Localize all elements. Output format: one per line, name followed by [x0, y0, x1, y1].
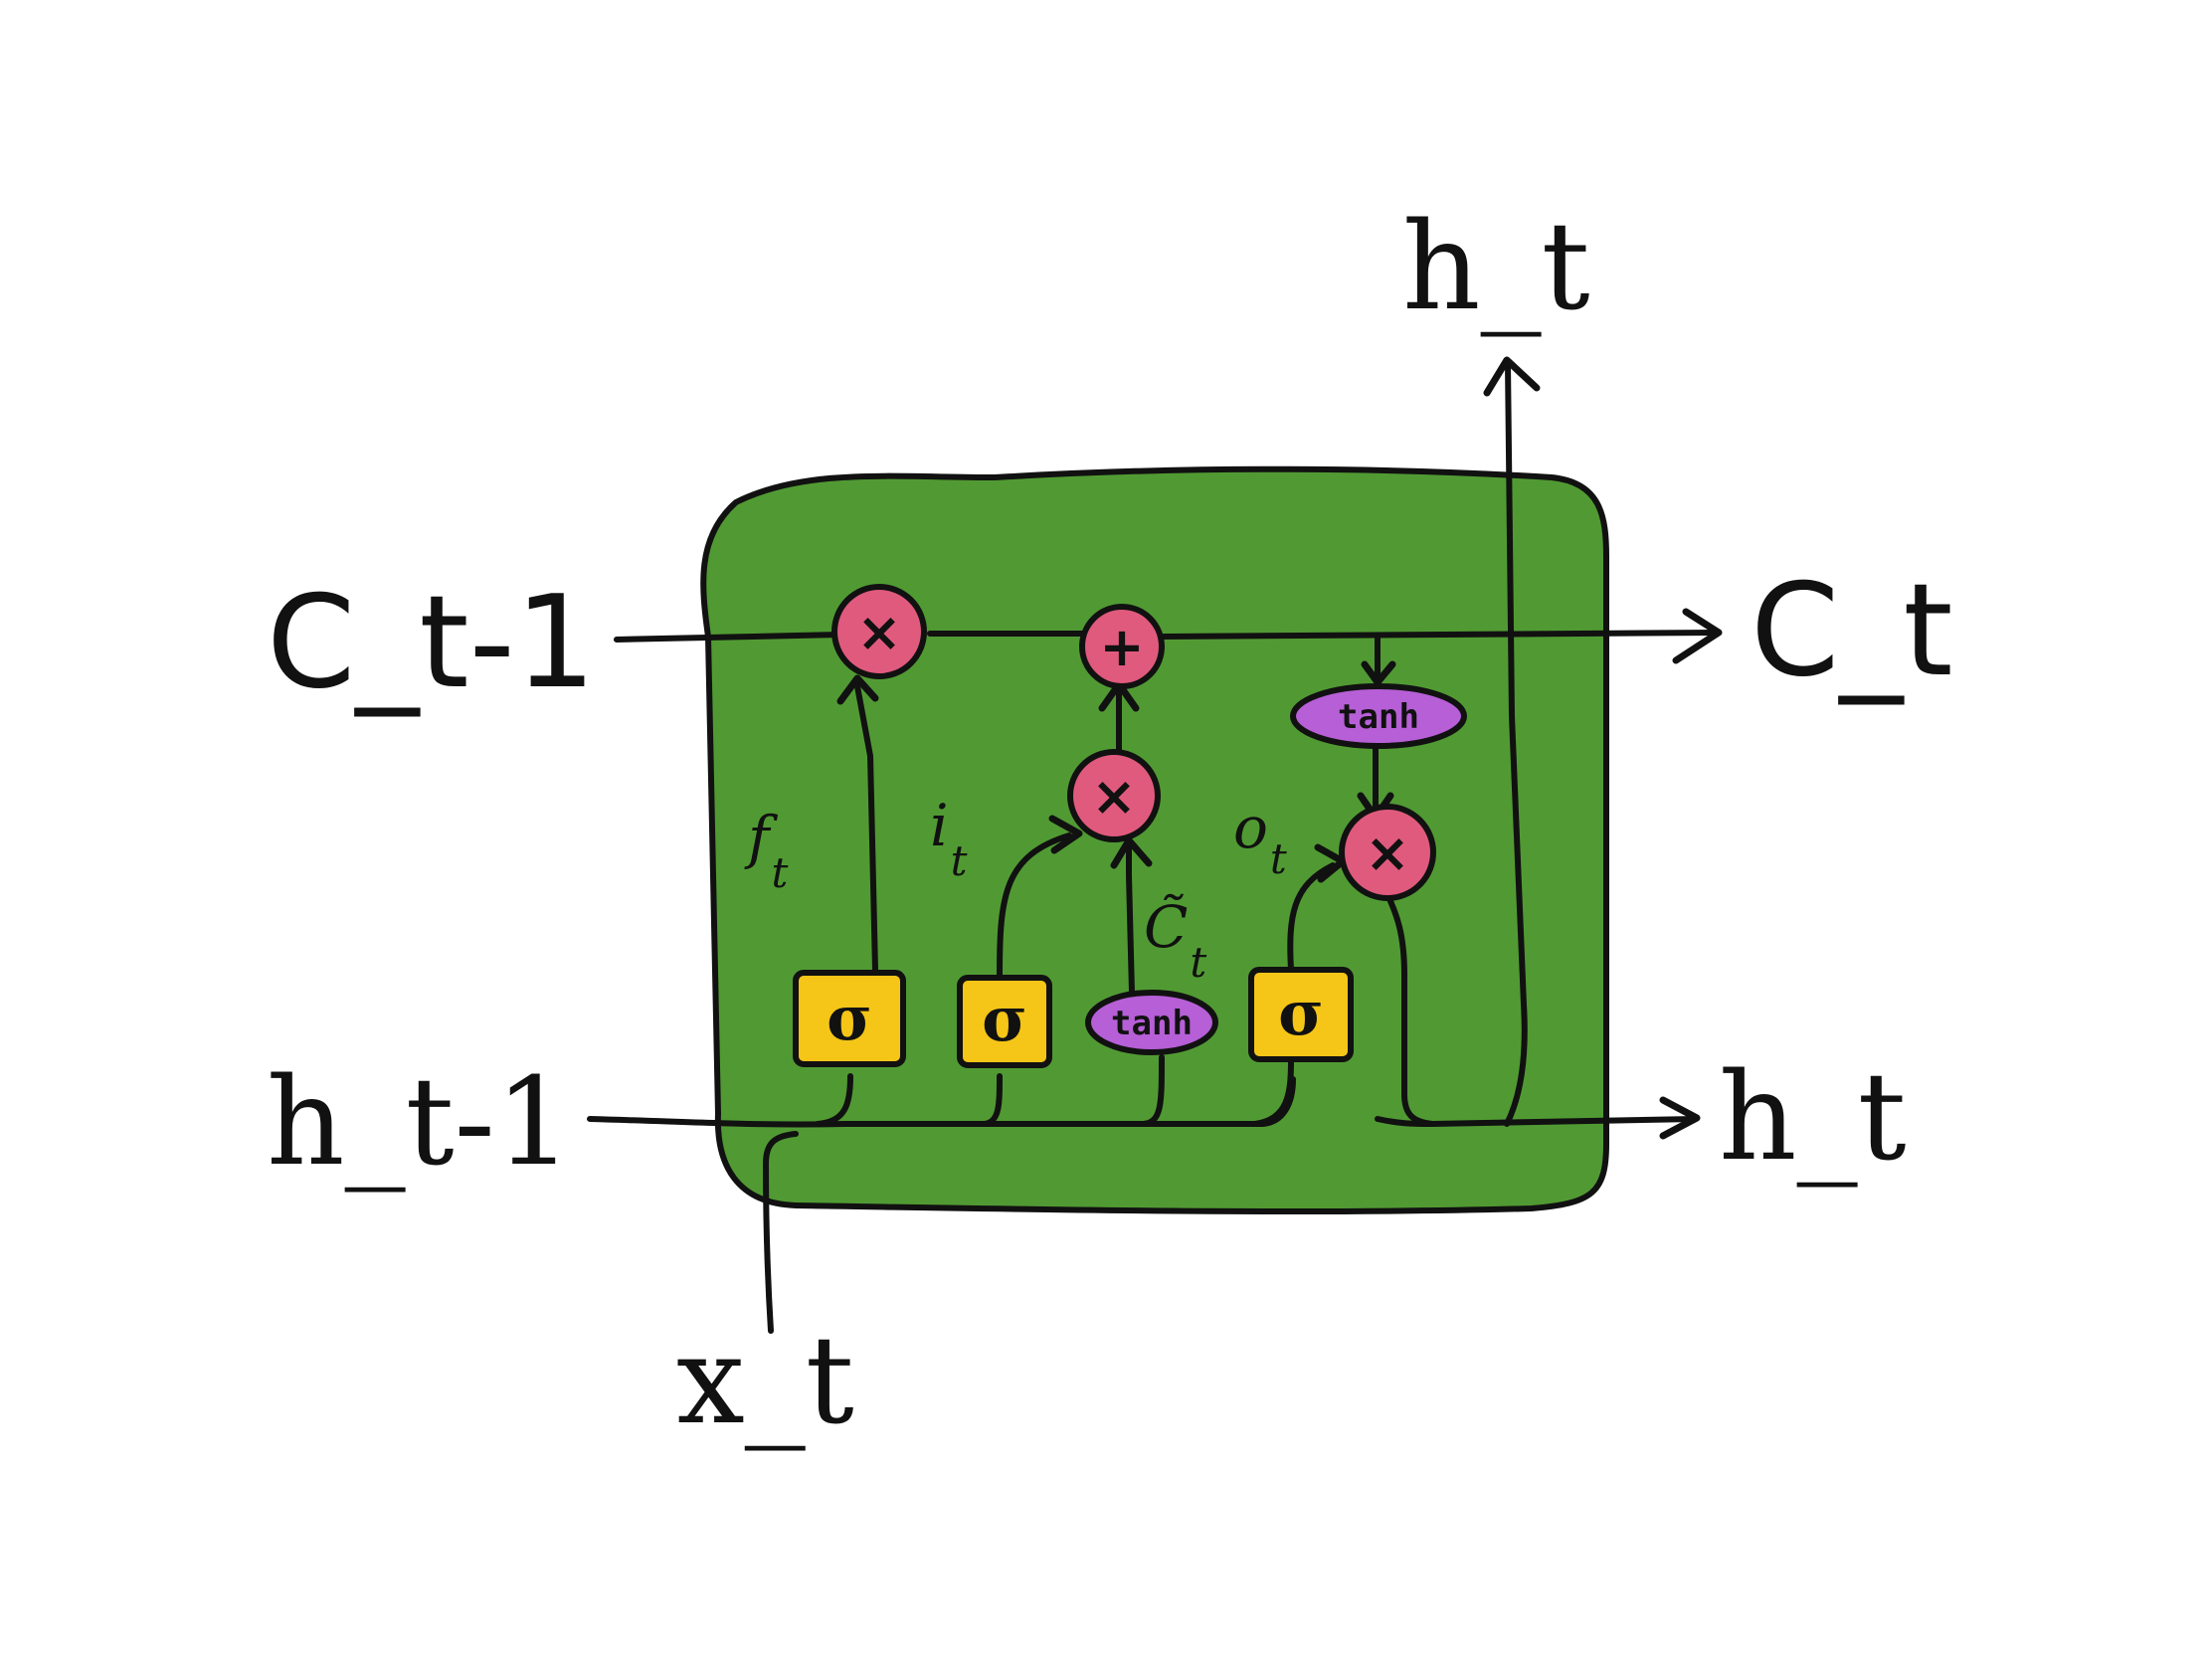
cell-add-op: +: [1079, 604, 1165, 689]
cell-state-line: [614, 630, 1719, 643]
input-gate-symbol: σ: [982, 983, 1027, 1055]
label-o-base: o: [1233, 794, 1268, 861]
forget-to-mult: [854, 683, 878, 973]
label-h-out-right: h_t: [1719, 1046, 1907, 1188]
candidate-gate-label: tanh: [1111, 1004, 1193, 1043]
label-f-sub: t: [771, 848, 788, 897]
label-x-input: x_t: [676, 1310, 854, 1451]
cell-tanh-arrowhead: [1361, 660, 1396, 686]
forget-gate: σ: [793, 970, 906, 1067]
branch-output: [1252, 1057, 1294, 1127]
forget-gate-symbol: σ: [827, 982, 872, 1054]
cell-add-symbol: +: [1099, 616, 1144, 678]
label-c-out: C_t: [1751, 557, 1953, 705]
label-c-base: C̃: [1144, 892, 1188, 961]
h-out-arrowhead: [1659, 1096, 1701, 1140]
cell-tanh-ellipse: [1290, 683, 1467, 749]
forget-multiply-op: ×: [831, 584, 927, 679]
output-gate-to-mult: [1287, 862, 1336, 973]
input-gate-box: [957, 975, 1052, 1068]
output-multiply-symbol: ×: [1365, 822, 1409, 884]
output-gate-box: [1248, 967, 1354, 1062]
x-input-line: [763, 1131, 799, 1334]
input-multiply-circle: [1067, 749, 1161, 842]
output-gate: σ: [1248, 967, 1354, 1062]
cell-add-circle: [1079, 604, 1165, 689]
candidate-arrowhead: [1110, 836, 1153, 869]
input-multiply-op: ×: [1067, 749, 1161, 842]
label-h-prev: h_t-1: [267, 1051, 572, 1193]
label-o-t: ot: [1233, 794, 1287, 883]
branch-input: [982, 1073, 1003, 1127]
input-gate: σ: [957, 975, 1052, 1068]
c-out-arrowhead: [1672, 608, 1723, 664]
label-o-sub: t: [1270, 834, 1287, 883]
forget-multiply-circle: [831, 584, 927, 679]
forget-multiply-symbol: ×: [856, 601, 901, 663]
output-multiply-circle: [1339, 804, 1436, 901]
h-top-arrowhead: [1483, 356, 1541, 397]
branch-forget: [815, 1073, 853, 1127]
candidate-gate: tanh: [1085, 990, 1218, 1055]
forget-gate-box: [793, 970, 906, 1067]
input-arrowhead: [1048, 815, 1083, 854]
branch-candidate: [1141, 1054, 1165, 1127]
cell-tanh-label: tanh: [1338, 697, 1419, 737]
label-c-sub: t: [1190, 938, 1206, 987]
hidden-input-line: [587, 1076, 1296, 1128]
input-multiply-symbol: ×: [1091, 765, 1136, 828]
candidate-to-mult: [1126, 837, 1135, 996]
label-h-out-top: h_t: [1402, 196, 1590, 337]
label-i-sub: t: [951, 836, 968, 885]
h-top-line: [1504, 360, 1528, 1127]
output-gate-symbol: σ: [1278, 977, 1324, 1049]
output-mult-to-h: [1382, 887, 1435, 1127]
candidate-gate-ellipse: [1085, 990, 1218, 1055]
label-i-base: i: [930, 792, 949, 859]
input-to-mult: [997, 832, 1072, 978]
forget-arrowhead: [836, 674, 879, 705]
cell-tanh-op: tanh: [1290, 683, 1467, 749]
label-i-t: it: [930, 792, 968, 885]
lstm-cell-body: [700, 465, 1609, 1215]
label-c-prev: C_t-1: [267, 569, 596, 717]
label-c-tilde-t: C̃t: [1144, 892, 1206, 987]
output-multiply-op: ×: [1339, 804, 1436, 901]
